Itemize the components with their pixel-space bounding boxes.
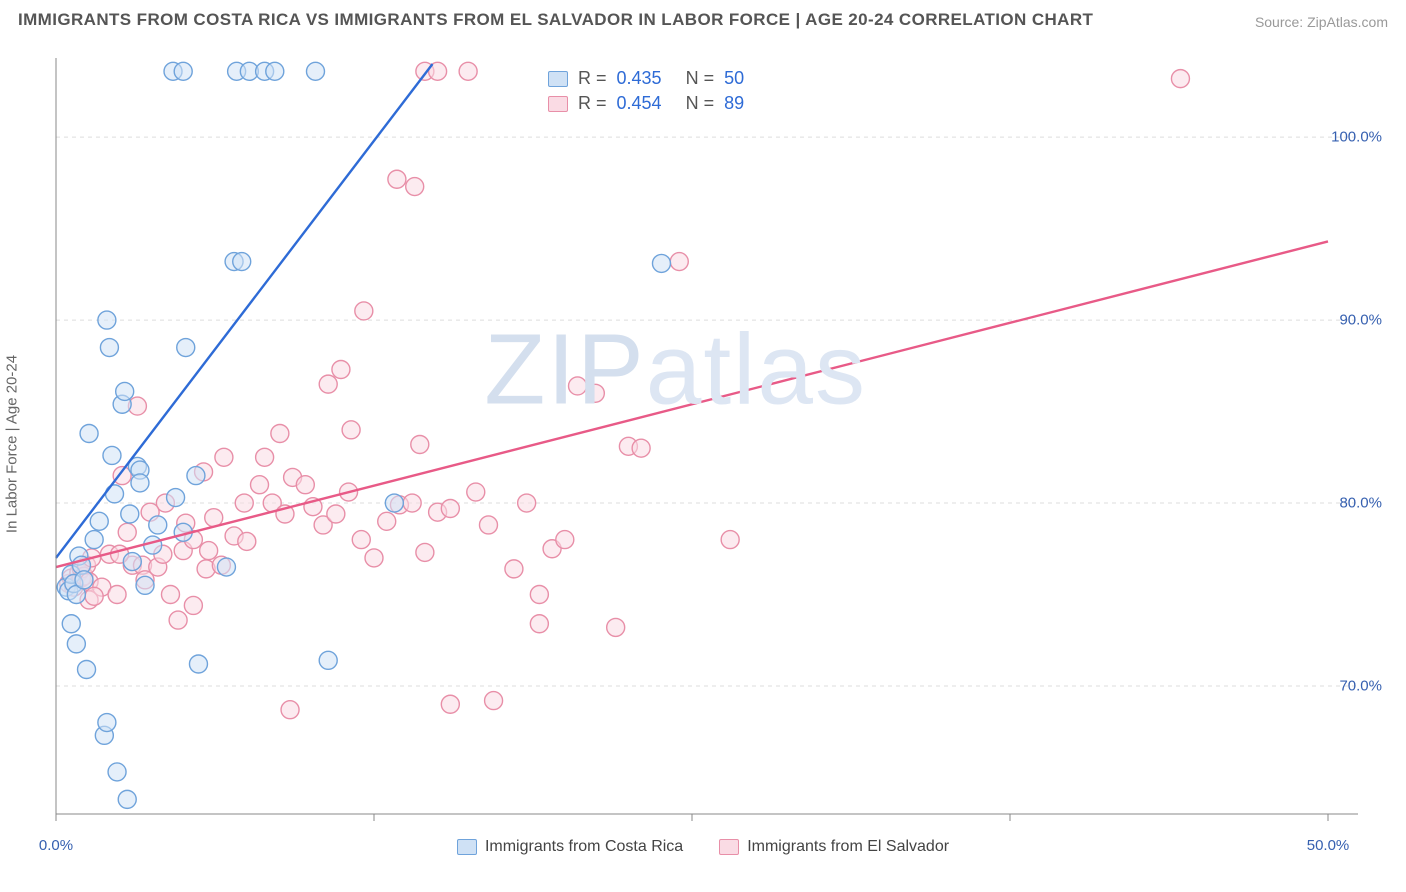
header-row: IMMIGRANTS FROM COSTA RICA VS IMMIGRANTS… <box>0 0 1406 34</box>
corr-r-label: R = <box>578 68 607 89</box>
corr-legend-row: R = 0.454 N = 89 <box>548 93 744 114</box>
legend-swatch-costa-rica <box>457 839 477 855</box>
corr-n-label: N = <box>686 93 715 114</box>
chart-title: IMMIGRANTS FROM COSTA RICA VS IMMIGRANTS… <box>18 10 1093 30</box>
corr-n-label: N = <box>686 68 715 89</box>
legend-swatch-el-salvador <box>719 839 739 855</box>
legend-label-el-salvador: Immigrants from El Salvador <box>747 838 949 856</box>
corr-swatch <box>548 96 568 112</box>
source-label: Source: ZipAtlas.com <box>1255 14 1388 30</box>
corr-n-value: 89 <box>724 93 744 114</box>
y-tick-label: 70.0% <box>1339 677 1382 694</box>
y-tick-label: 100.0% <box>1331 129 1382 146</box>
corr-r-label: R = <box>578 93 607 114</box>
corr-r-value: 0.435 <box>617 68 662 89</box>
correlation-legend: R = 0.435 N = 50 R = 0.454 N = 89 <box>548 68 744 114</box>
legend-item-el-salvador: Immigrants from El Salvador <box>719 838 949 856</box>
chart-container: In Labor Force | Age 20-24 ZIPatlas 70.0… <box>18 34 1388 854</box>
corr-n-value: 50 <box>724 68 744 89</box>
y-tick-label: 80.0% <box>1339 495 1382 512</box>
corr-legend-row: R = 0.435 N = 50 <box>548 68 744 89</box>
corr-r-value: 0.454 <box>617 93 662 114</box>
scatter-chart <box>18 34 1388 854</box>
y-tick-label: 90.0% <box>1339 312 1382 329</box>
legend-item-costa-rica: Immigrants from Costa Rica <box>457 838 683 856</box>
series-legend: Immigrants from Costa Rica Immigrants fr… <box>18 838 1388 856</box>
corr-swatch <box>548 71 568 87</box>
legend-label-costa-rica: Immigrants from Costa Rica <box>485 838 683 856</box>
